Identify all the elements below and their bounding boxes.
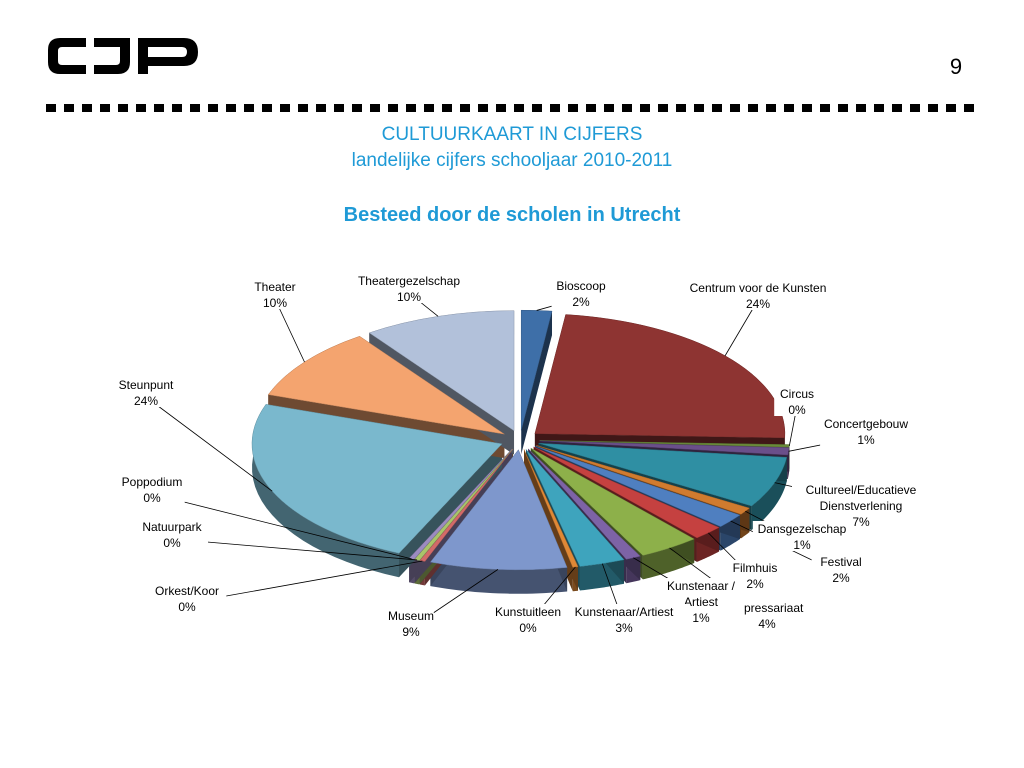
slice-label-6: Festival — [820, 555, 861, 569]
slide-title: CULTUURKAART IN CIJFERS landelijke cijfe… — [0, 122, 1024, 174]
leader-line-14 — [171, 538, 418, 561]
slice-value-13: 0% — [178, 600, 196, 614]
slice-value-0: 2% — [572, 295, 590, 309]
pie-slice-steunpunt — [251, 404, 503, 554]
slice-value-8: 4% — [758, 617, 776, 631]
slice-label-9: Kunstenaar / — [667, 579, 736, 593]
pie-slice-museum — [429, 449, 568, 571]
pie-slice-kunstenaar-artiest — [528, 448, 641, 560]
slice-label-2: Circus — [780, 387, 814, 401]
slice-label-3: Concertgebouw — [824, 417, 908, 431]
label-bg-15 — [119, 474, 185, 504]
pie-slice-wall-4 — [751, 457, 787, 530]
slice-label-17: Theater — [254, 280, 295, 294]
slice-label-4: Cultureel/Educatieve — [806, 483, 917, 497]
pie-slice-orkest-koor — [419, 448, 514, 562]
label-bg-1 — [679, 280, 837, 310]
slice-label-0: Bioscoop — [556, 279, 606, 293]
slice-label-4: Dienstverlening — [820, 499, 903, 513]
pie-slice-kunstenaar-artiest — [525, 449, 625, 567]
chart-title: Besteed door de scholen in Utrecht — [343, 204, 681, 226]
slice-label-10: Kunstenaar/Artiest — [575, 605, 674, 619]
pie-slice-kunstuitleen — [523, 449, 579, 568]
label-bg-5 — [752, 521, 852, 551]
pie-slice-wall-16 — [252, 404, 400, 578]
slice-label-9: Artiest — [684, 595, 719, 609]
label-bg-4 — [792, 482, 930, 527]
slice-value-6: 2% — [832, 571, 850, 585]
slice-label-12: Museum — [388, 609, 434, 623]
slice-value-9: 1% — [692, 611, 710, 625]
slice-label-14: Natuurpark — [142, 520, 202, 534]
pie-slice-centrum-voor-de-kunsten — [534, 314, 786, 439]
slice-value-16: 24% — [134, 394, 158, 408]
label-bg-0 — [551, 278, 611, 308]
label-bg-12 — [388, 608, 434, 638]
pie-slice-wall-12 — [430, 562, 568, 594]
slide-title-line1: CULTUURKAART IN CIJFERS — [381, 124, 643, 145]
slice-value-14: 0% — [163, 536, 181, 550]
leader-line-17 — [274, 298, 305, 363]
slice-label-7: Filmhuis — [733, 561, 778, 575]
slice-value-12: 9% — [402, 625, 420, 639]
cjp-logo — [48, 38, 198, 74]
label-bg-2 — [774, 386, 820, 416]
slide-title-line2: landelijke cijfers schooljaar 2010-2011 — [351, 150, 673, 171]
leader-line-15 — [151, 493, 412, 560]
pie-labels: Bioscoop 2% Centrum voor de Kunsten 24% Circ… — [113, 273, 930, 639]
label-bg-17 — [248, 279, 302, 309]
pie-slice-festival — [535, 445, 741, 527]
label-bg-16 — [113, 377, 179, 407]
slice-label-8: Impressariaat — [731, 601, 804, 615]
slice-label-1: Centrum voor de Kunsten — [690, 281, 827, 295]
pie-slice-tops — [251, 309, 790, 571]
label-bg-14 — [136, 519, 208, 549]
dashed-divider — [46, 104, 976, 112]
pie-slice-impressariaat — [530, 447, 695, 556]
slice-label-13: Orkest/Koor — [155, 584, 219, 598]
label-bg-11 — [485, 604, 571, 634]
slice-value-2: 0% — [788, 403, 806, 417]
slice-value-1: 24% — [746, 297, 770, 311]
slice-value-4: 7% — [852, 515, 870, 529]
page-number: 9 — [949, 54, 963, 79]
label-bg-10 — [561, 604, 687, 634]
slice-value-11: 0% — [519, 621, 537, 635]
slice-value-15: 0% — [143, 491, 161, 505]
slice-label-15: Poppodium — [122, 475, 183, 489]
label-bg-6 — [811, 554, 871, 584]
slice-label-16: Steunpunt — [119, 378, 174, 392]
label-bg-18 — [349, 273, 469, 303]
slice-value-18: 10% — [397, 290, 421, 304]
slice-value-17: 10% — [263, 296, 287, 310]
slice-value-3: 1% — [857, 433, 875, 447]
slice-label-11: Kunstuitleen — [495, 605, 561, 619]
pie-slice-edge-0-1 — [521, 311, 553, 455]
leader-line-16 — [145, 396, 273, 492]
pie-slice-cultureel-educatieve-dienstverlening — [538, 442, 788, 507]
slice-value-10: 3% — [615, 621, 633, 635]
slice-value-7: 2% — [746, 577, 764, 591]
slice-label-5: Dansgezelschap — [758, 522, 847, 536]
slice-value-5: 1% — [793, 538, 811, 552]
slice-label-18: Theatergezelschap — [358, 274, 460, 288]
label-bg-13 — [147, 583, 227, 613]
label-bg-3 — [820, 416, 912, 446]
